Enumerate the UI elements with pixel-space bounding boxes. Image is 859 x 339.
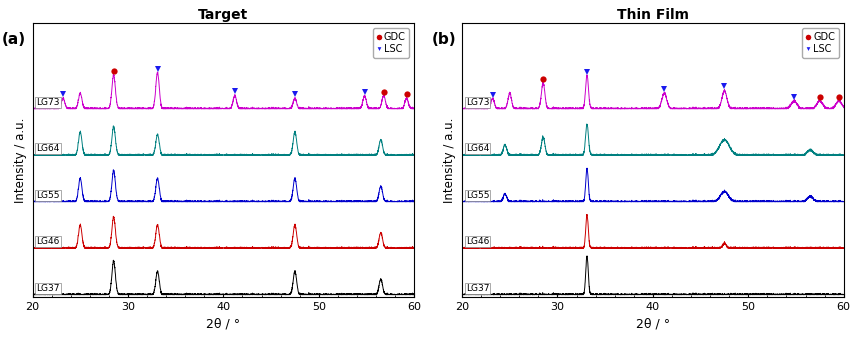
X-axis label: 2θ / °: 2θ / °: [636, 318, 670, 331]
Title: Thin Film: Thin Film: [617, 8, 689, 22]
Text: LG55: LG55: [466, 191, 490, 200]
Text: LG55: LG55: [36, 191, 60, 200]
Text: LG64: LG64: [36, 144, 60, 153]
Legend: GDC, LSC: GDC, LSC: [373, 28, 409, 58]
Legend: GDC, LSC: GDC, LSC: [802, 28, 838, 58]
Text: (a): (a): [2, 32, 26, 47]
Text: LG37: LG37: [36, 284, 60, 293]
Text: (b): (b): [431, 32, 456, 47]
Text: LG37: LG37: [466, 284, 490, 293]
Text: LG46: LG46: [466, 237, 490, 246]
Text: LG73: LG73: [466, 98, 490, 107]
Y-axis label: Intensity / a.u.: Intensity / a.u.: [443, 118, 456, 203]
X-axis label: 2θ / °: 2θ / °: [206, 318, 241, 331]
Y-axis label: Intensity / a.u.: Intensity / a.u.: [14, 118, 27, 203]
Text: LG73: LG73: [36, 98, 60, 107]
Title: Target: Target: [198, 8, 248, 22]
Text: LG46: LG46: [36, 237, 60, 246]
Text: LG64: LG64: [466, 144, 490, 153]
